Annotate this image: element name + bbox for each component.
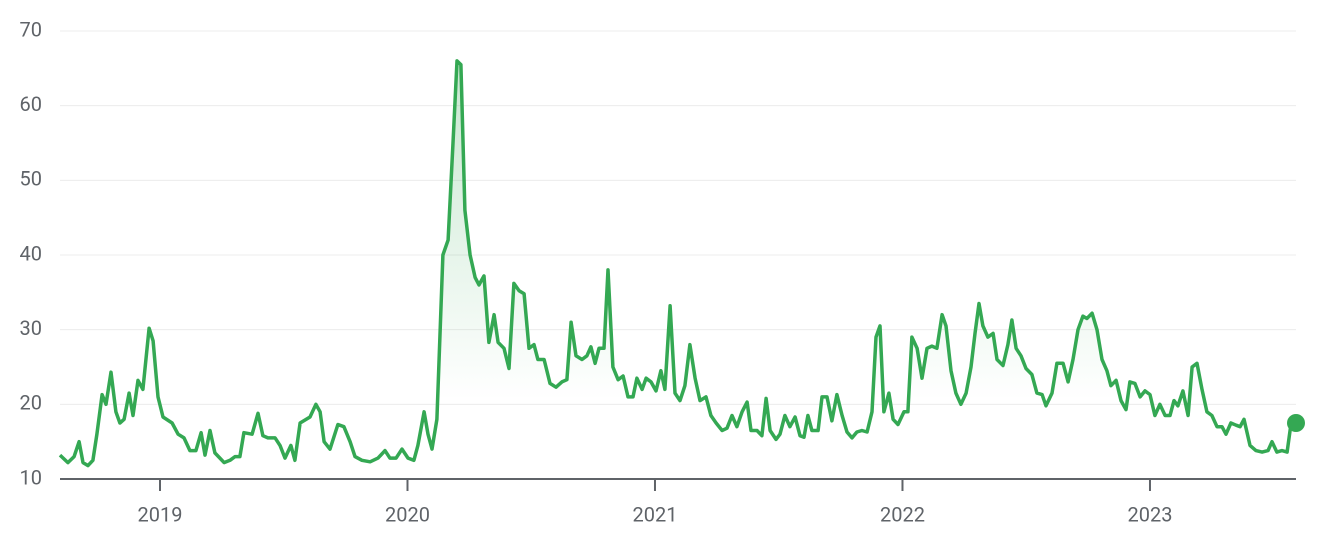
- x-tick-label: 2023: [1127, 502, 1172, 526]
- y-tick-label: 20: [20, 391, 42, 415]
- y-tick-label: 70: [20, 17, 42, 41]
- x-tick-label: 2019: [138, 502, 183, 526]
- y-tick-label: 10: [20, 465, 42, 489]
- y-tick-label: 50: [20, 167, 42, 191]
- line: [58, 59, 1296, 468]
- x-tick-label: 2020: [385, 502, 430, 526]
- y-tick-label: 60: [20, 92, 42, 116]
- y-tick-label: 40: [20, 241, 42, 265]
- x-tick-label: 2022: [880, 502, 925, 526]
- line-area: [60, 60, 1296, 480]
- end-point: [1287, 414, 1305, 432]
- y-tick-label: 30: [20, 316, 42, 340]
- x-tick-label: 2021: [632, 502, 677, 526]
